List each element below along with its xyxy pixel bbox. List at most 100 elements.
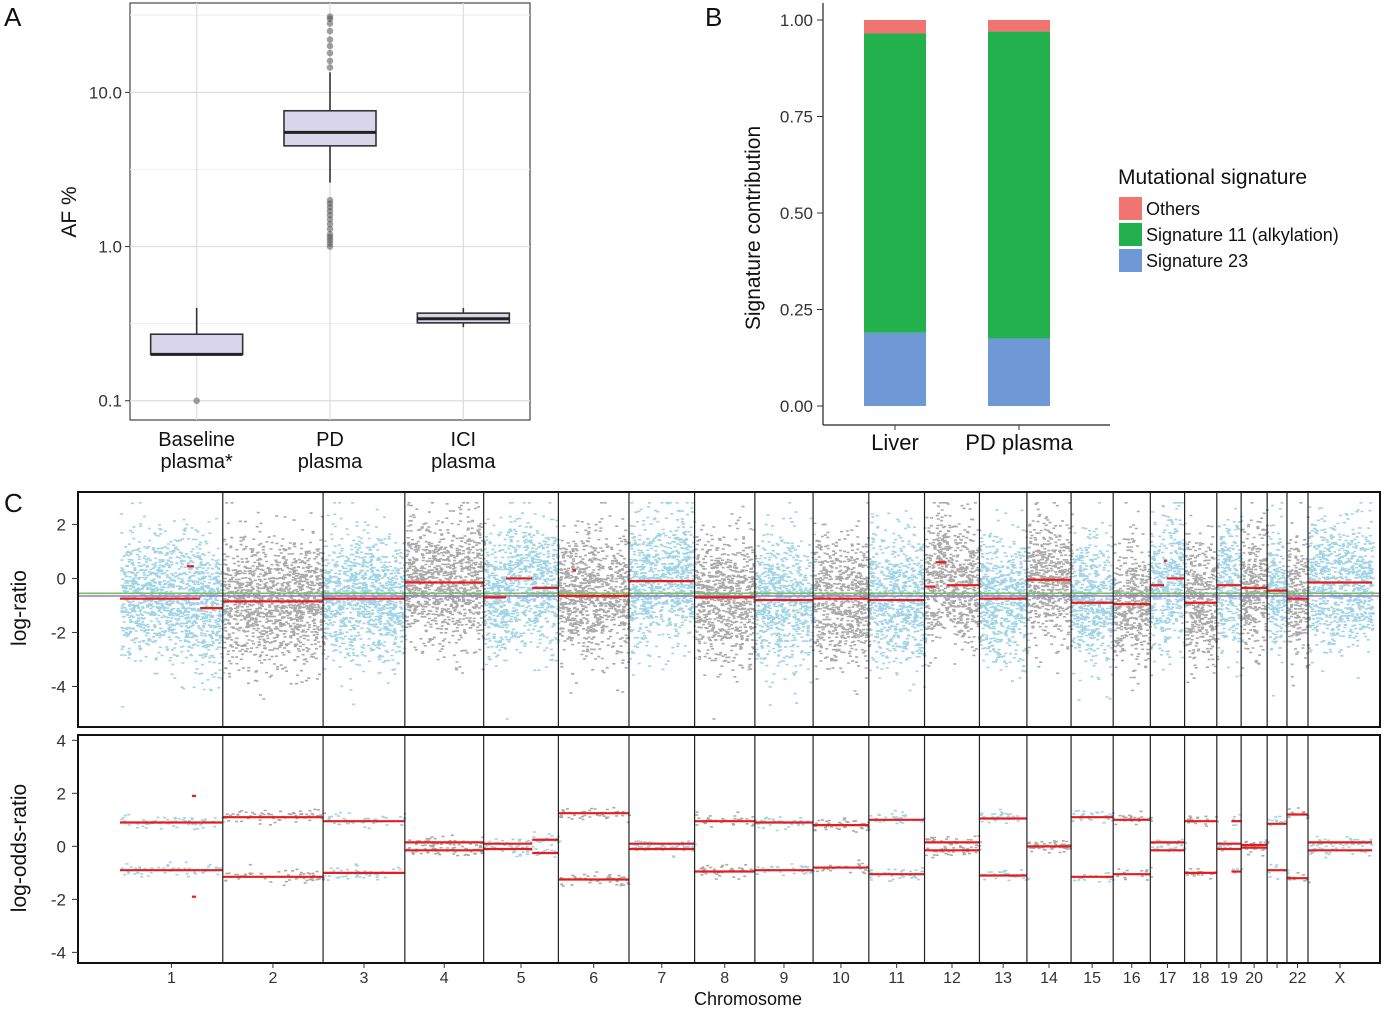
chromosome-label: 14 <box>1040 970 1058 987</box>
log-odds-points-chr-2 <box>224 808 326 887</box>
panel-a-y-ticks: 0.1 1.0 10.0 <box>89 83 130 411</box>
y-tick-label: 0.1 <box>98 392 122 411</box>
bar-segment <box>864 33 926 333</box>
log-ratio-points-chr-7 <box>629 502 698 676</box>
y-tick-label: 0.75 <box>780 108 813 127</box>
panel-a-boxplot: 0.11.010.0 Baselineplasma*PDplasmaICIpla… <box>58 2 531 473</box>
log-ratio-points-chr-20 <box>1241 502 1270 669</box>
chromosome-label: 10 <box>832 970 850 987</box>
chromosome-label: 9 <box>780 970 789 987</box>
log-ratio-points-chr-13 <box>979 509 1030 682</box>
x-category-label: Baseline <box>158 429 235 451</box>
chromosome-label: 18 <box>1192 970 1210 987</box>
outlier-point <box>326 220 334 228</box>
chromosome-label: 15 <box>1083 970 1101 987</box>
bar-segment <box>864 332 926 406</box>
outlier-point <box>326 57 334 65</box>
x-category-label: plasma <box>431 451 496 473</box>
panel-b-bars <box>864 20 1050 406</box>
panel-b-y-ticks: 0.00 0.25 0.50 0.75 1.00 <box>780 11 823 416</box>
chromosome-label: 13 <box>994 970 1012 987</box>
log-ratio-points-chr-18 <box>1184 514 1220 684</box>
chromosome-label: 16 <box>1123 970 1141 987</box>
legend-entry-label: Signature 11 (alkylation) <box>1146 225 1339 245</box>
y-tick-label: 0 <box>57 837 66 856</box>
panel-c-bottom-points <box>120 806 1374 887</box>
log-odds-points-chr-13 <box>980 808 1030 882</box>
box-iqr <box>149 333 244 356</box>
outlier-point <box>326 36 334 43</box>
panel-b-stacked-bar: 0.00 0.25 0.50 0.75 1.00 Liver PD plasma Sign… <box>742 3 1339 455</box>
log-ratio-points-chr-8 <box>694 505 758 720</box>
y-tick-label: -2 <box>51 623 66 642</box>
outlier-point <box>326 225 334 233</box>
chromosome-label: 4 <box>440 970 449 987</box>
chromosome-label: 7 <box>657 970 666 987</box>
chromosome-label: 8 <box>720 970 729 987</box>
x-category-label: plasma* <box>161 451 233 473</box>
legend-entry-label: Others <box>1146 199 1200 219</box>
y-tick-label: 2 <box>57 784 66 803</box>
legend-swatch <box>1119 223 1142 246</box>
panel-c-top-points <box>120 502 1375 720</box>
panel-label-c: C <box>4 488 23 518</box>
chromosome-label: 6 <box>589 970 598 987</box>
panel-a-y-axis-title: AF % <box>58 186 81 237</box>
chromosome-label: 20 <box>1245 970 1263 987</box>
panel-c-bottom-segments <box>120 794 1372 898</box>
chromosome-label: 12 <box>943 970 961 987</box>
log-odds-points-chr-6 <box>559 806 631 887</box>
panel-b-x-labels: Liver PD plasma <box>871 425 1074 455</box>
panel-label-b: B <box>705 2 722 32</box>
panel-b-legend: Mutational signature Others Signature 11 … <box>1118 166 1339 272</box>
bar-segment <box>988 20 1050 32</box>
panel-c-bottom-y-ticks: -4 -2 0 2 4 <box>51 731 78 962</box>
y-tick-label: 0.50 <box>780 204 813 223</box>
panel-c-top-y-ticks: -4 -2 0 2 <box>51 515 78 696</box>
panel-c-chromosome-labels: 1 2 3 4 5 6 7 8 9 10 11 12 13 14 15 16 17 18 19 20 22 X <box>167 963 1346 987</box>
y-tick-label: 0.25 <box>780 301 813 320</box>
log-odds-points-chr-11 <box>869 809 926 882</box>
legend-swatch <box>1119 249 1142 272</box>
log-odds-points-chr-22 <box>1287 807 1311 884</box>
y-tick-label: 0 <box>57 569 66 588</box>
outlier-point <box>326 49 334 57</box>
y-tick-label: 0.00 <box>780 397 813 416</box>
outlier-point <box>326 231 334 238</box>
chromosome-label: 1 <box>167 970 176 987</box>
y-tick-label: 4 <box>57 731 66 750</box>
log-ratio-points-chr-12 <box>924 502 983 667</box>
chromosome-label: 22 <box>1289 970 1307 987</box>
log-ratio-points-chr-15 <box>1071 502 1117 701</box>
log-ratio-points-chr-3 <box>323 502 408 706</box>
legend-swatch <box>1119 197 1142 220</box>
outlier-point <box>326 20 334 27</box>
outlier-point <box>326 27 334 35</box>
box-iqr <box>283 109 377 147</box>
log-odds-points-chr-15 <box>1071 809 1116 883</box>
chromosome-label: 5 <box>517 970 526 987</box>
log-ratio-points-chr-4 <box>404 502 487 674</box>
x-category-label: Liver <box>871 430 919 455</box>
panel-c-top-y-axis-title: log-ratio <box>8 570 31 646</box>
bar-segment <box>988 338 1050 406</box>
panel-label-a: A <box>4 2 22 32</box>
chromosome-label: 19 <box>1220 970 1238 987</box>
x-category-label: PD <box>316 429 344 451</box>
bar-segment <box>988 31 1050 339</box>
log-ratio-points-chr-9 <box>754 502 816 706</box>
log-odds-points-chr-1 <box>120 813 226 878</box>
log-ratio-points-chr-1 <box>120 502 226 708</box>
log-ratio-points-chr-X <box>1308 502 1375 679</box>
panel-c-x-axis-title: Chromosome <box>694 989 802 1009</box>
outlier-point <box>193 397 200 405</box>
chromosome-label: 2 <box>268 970 277 987</box>
y-tick-label: 1.0 <box>98 238 122 257</box>
outlier-point <box>326 42 334 50</box>
chromosome-label: 11 <box>888 970 905 987</box>
y-tick-label: -2 <box>51 890 66 909</box>
outlier-point <box>326 64 334 71</box>
panel-c-bottom-y-axis-title: log-odds-ratio <box>8 784 31 912</box>
